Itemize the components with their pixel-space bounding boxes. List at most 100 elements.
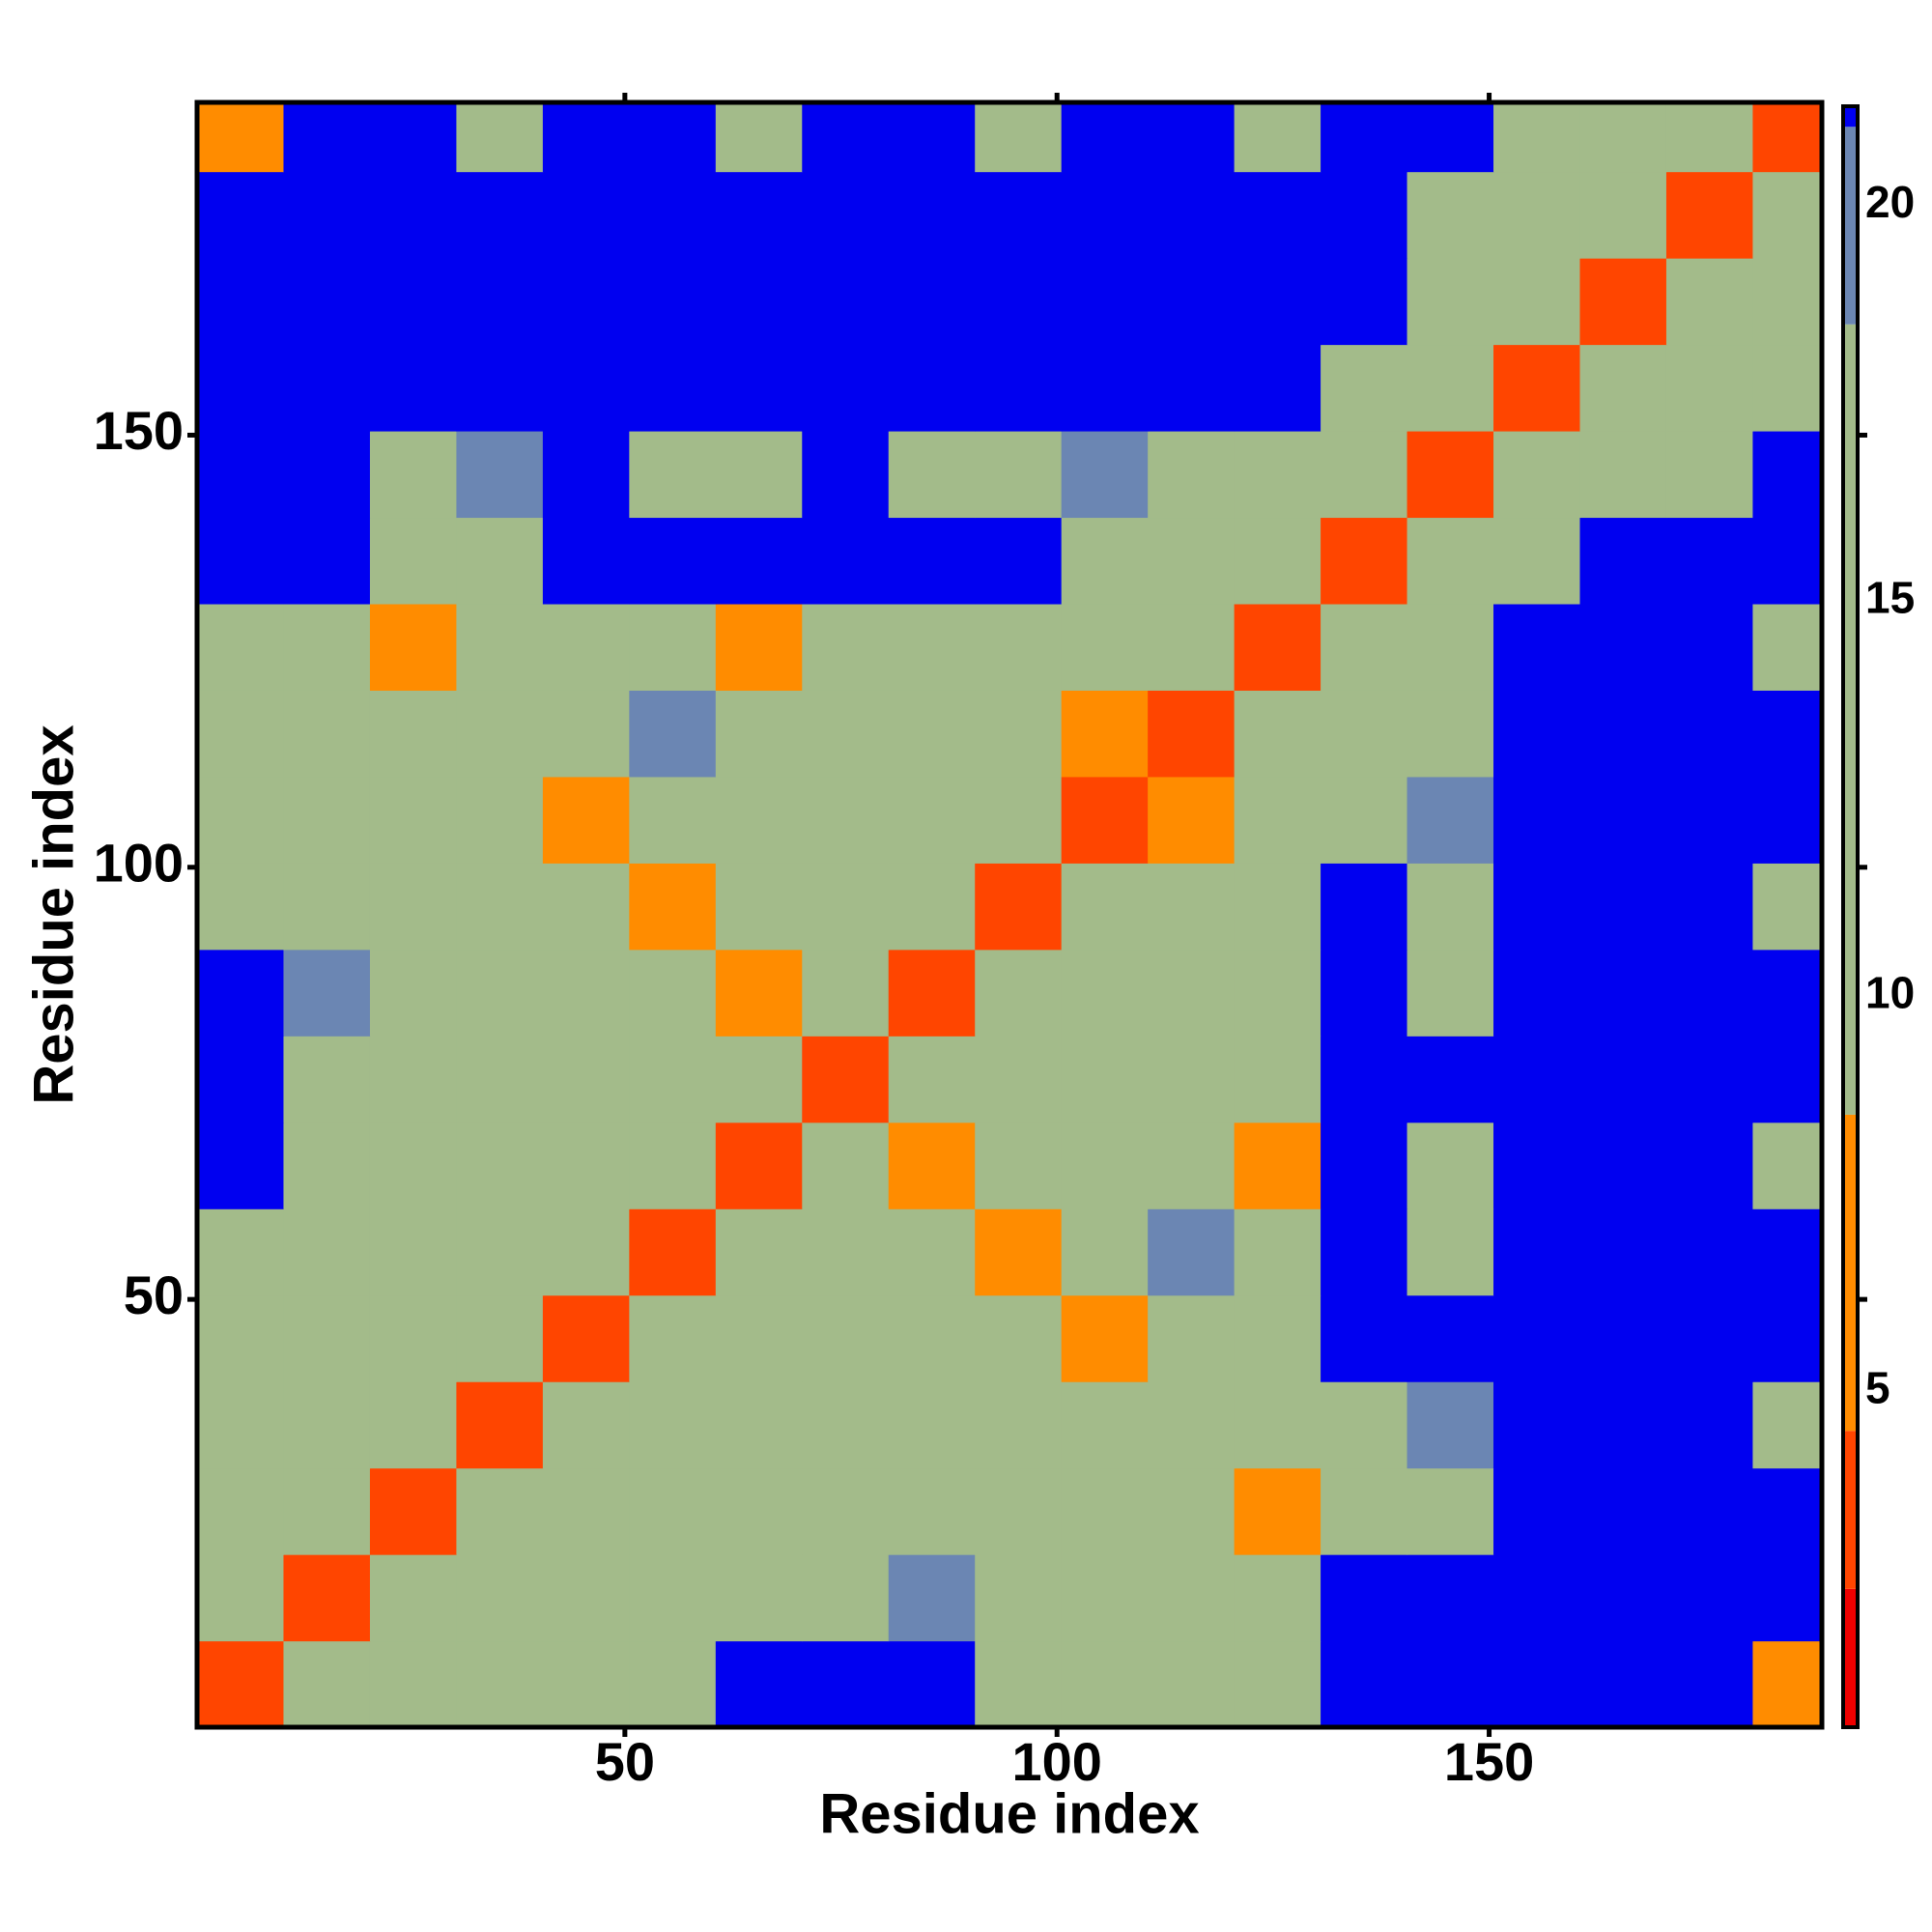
heatmap-cell bbox=[1579, 1381, 1667, 1469]
heatmap-cell bbox=[1579, 690, 1667, 778]
heatmap-cell bbox=[888, 1294, 976, 1382]
heatmap-cell bbox=[1061, 1122, 1149, 1209]
heatmap-cell bbox=[197, 344, 285, 432]
heatmap-cell bbox=[1493, 1381, 1581, 1469]
heatmap-cell bbox=[1406, 1122, 1494, 1209]
heatmap-cell bbox=[1321, 344, 1408, 432]
heatmap-cell bbox=[1665, 949, 1754, 1037]
heatmap-cell bbox=[1579, 1208, 1667, 1296]
heatmap-cell bbox=[456, 603, 544, 691]
heatmap-cell bbox=[1234, 258, 1321, 346]
heatmap-cell bbox=[1234, 1294, 1321, 1382]
heatmap-cell bbox=[1493, 1036, 1581, 1123]
y-axis-title: Residue index bbox=[22, 724, 85, 1104]
heatmap-cell bbox=[1665, 1554, 1754, 1642]
colorbar-segment bbox=[1843, 1114, 1858, 1432]
heatmap-cell bbox=[1579, 1294, 1667, 1382]
heatmap-cell bbox=[369, 1467, 458, 1555]
heatmap-cell bbox=[1493, 776, 1581, 864]
heatmap-cell bbox=[1752, 1640, 1823, 1728]
heatmap-cell bbox=[1061, 603, 1149, 691]
heatmap-cell bbox=[1752, 1381, 1823, 1469]
heatmap-cell bbox=[1493, 949, 1581, 1037]
heatmap-cell bbox=[802, 1294, 890, 1382]
heatmap-cell bbox=[1061, 949, 1149, 1037]
heatmap-cell bbox=[283, 1294, 371, 1382]
y-tick-label: 100 bbox=[94, 833, 184, 894]
heatmap-cell bbox=[1406, 258, 1494, 346]
heatmap-cell bbox=[369, 1381, 458, 1469]
heatmap-cell bbox=[1579, 517, 1667, 605]
heatmap-cell bbox=[629, 1208, 717, 1296]
heatmap-cell bbox=[1406, 1294, 1494, 1382]
heatmap-cell bbox=[542, 1122, 630, 1209]
heatmap-cell bbox=[456, 258, 544, 346]
heatmap-cell bbox=[888, 949, 976, 1037]
heatmap-cell bbox=[1579, 1467, 1667, 1555]
heatmap-cell bbox=[1148, 1208, 1236, 1296]
heatmap-cell bbox=[283, 1381, 371, 1469]
heatmap-cell bbox=[197, 863, 285, 951]
heatmap-cell bbox=[1579, 258, 1667, 346]
heatmap-cell bbox=[369, 776, 458, 864]
heatmap-cell bbox=[802, 776, 890, 864]
heatmap-cell bbox=[888, 1381, 976, 1469]
heatmap-cell bbox=[1579, 1036, 1667, 1123]
heatmap-cell bbox=[197, 603, 285, 691]
heatmap-cell bbox=[1234, 1036, 1321, 1123]
heatmap-cell bbox=[1665, 258, 1754, 346]
heatmap-cell bbox=[542, 690, 630, 778]
heatmap-cell bbox=[715, 1208, 803, 1296]
heatmap-cell bbox=[1061, 102, 1149, 173]
heatmap-cell bbox=[1321, 603, 1408, 691]
heatmap-cell bbox=[456, 949, 544, 1037]
heatmap-cell bbox=[542, 1208, 630, 1296]
heatmap-cell bbox=[629, 102, 717, 173]
heatmap-cell bbox=[975, 776, 1063, 864]
heatmap-cell bbox=[283, 690, 371, 778]
heatmap-cell bbox=[456, 1381, 544, 1469]
heatmap-cell bbox=[1061, 171, 1149, 259]
heatmap-cell bbox=[1234, 1122, 1321, 1209]
heatmap-cell bbox=[1752, 102, 1823, 173]
heatmap-cell bbox=[1061, 430, 1149, 519]
heatmap-cell bbox=[1061, 690, 1149, 778]
heatmap-cell bbox=[1321, 1294, 1408, 1382]
heatmap-cell bbox=[1406, 1640, 1494, 1728]
heatmap-cell bbox=[1406, 776, 1494, 864]
heatmap-cell bbox=[629, 949, 717, 1037]
colorbar-segment bbox=[1843, 324, 1858, 1115]
heatmap-cell bbox=[283, 344, 371, 432]
heatmap-cell bbox=[1665, 1122, 1754, 1209]
heatmap-cell bbox=[1321, 863, 1408, 951]
heatmap-cell bbox=[1321, 1208, 1408, 1296]
heatmap-cell bbox=[542, 863, 630, 951]
heatmap-cell bbox=[456, 344, 544, 432]
heatmap-cell bbox=[715, 430, 803, 519]
heatmap-cell bbox=[888, 690, 976, 778]
heatmap-cell bbox=[283, 1467, 371, 1555]
heatmap-cell bbox=[456, 863, 544, 951]
heatmap-cell bbox=[456, 1640, 544, 1728]
heatmap-cell bbox=[283, 776, 371, 864]
heatmap-cell bbox=[197, 1640, 285, 1728]
heatmap-cell bbox=[283, 171, 371, 259]
heatmap-cell bbox=[369, 1036, 458, 1123]
heatmap-cell bbox=[1752, 344, 1823, 432]
heatmap-cell bbox=[1752, 863, 1823, 951]
x-tick-label: 150 bbox=[1444, 1731, 1534, 1792]
heatmap-cell bbox=[975, 863, 1063, 951]
y-tick-label: 50 bbox=[124, 1264, 184, 1325]
heatmap-cell bbox=[1061, 1554, 1149, 1642]
heatmap-cell bbox=[629, 1554, 717, 1642]
heatmap-cell bbox=[1321, 1640, 1408, 1728]
heatmap-cell bbox=[629, 603, 717, 691]
heatmap-cell bbox=[369, 1122, 458, 1209]
heatmap-cell bbox=[1061, 1294, 1149, 1382]
heatmap-cell bbox=[715, 1640, 803, 1728]
heatmap-cell bbox=[888, 863, 976, 951]
heatmap-cell bbox=[1406, 1554, 1494, 1642]
heatmap-cell bbox=[715, 776, 803, 864]
heatmap-cell bbox=[1148, 1381, 1236, 1469]
heatmap-cell bbox=[629, 1294, 717, 1382]
